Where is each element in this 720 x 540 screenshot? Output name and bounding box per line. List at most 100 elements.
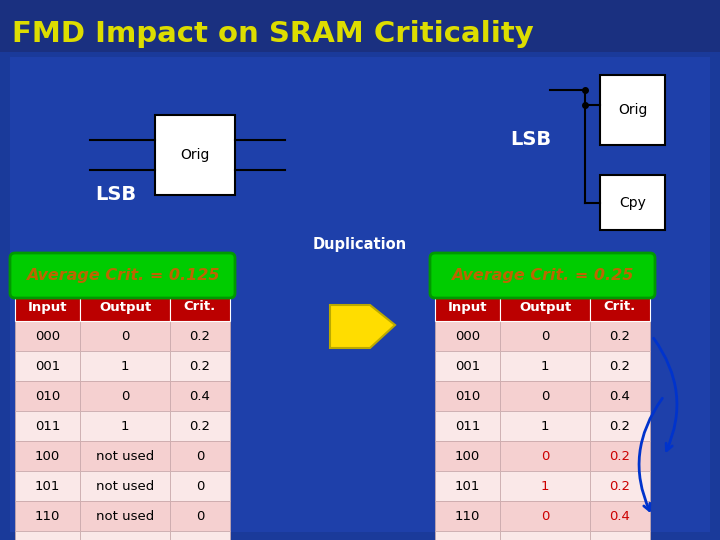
Bar xyxy=(500,411,590,441)
Bar xyxy=(500,471,590,501)
Text: 0: 0 xyxy=(196,510,204,523)
Text: FMD Impact on SRAM Criticality: FMD Impact on SRAM Criticality xyxy=(12,20,534,48)
FancyBboxPatch shape xyxy=(155,115,235,195)
Text: 101: 101 xyxy=(455,480,480,492)
Bar xyxy=(80,531,170,540)
FancyBboxPatch shape xyxy=(10,57,710,532)
Bar xyxy=(80,381,170,411)
Text: 000: 000 xyxy=(35,329,60,342)
Bar xyxy=(15,471,80,501)
Text: 0.2: 0.2 xyxy=(610,420,631,433)
Text: 0.2: 0.2 xyxy=(189,329,210,342)
Bar xyxy=(170,381,230,411)
Text: 0.2: 0.2 xyxy=(610,360,631,373)
Bar xyxy=(170,351,230,381)
Text: Input: Input xyxy=(448,300,487,314)
Text: 0: 0 xyxy=(121,389,129,402)
Bar xyxy=(500,501,590,531)
Bar xyxy=(170,471,230,501)
Text: 110: 110 xyxy=(455,510,480,523)
Bar xyxy=(435,531,500,540)
Bar xyxy=(15,321,80,351)
Text: 0: 0 xyxy=(121,329,129,342)
Text: 0.2: 0.2 xyxy=(610,449,631,462)
Text: 100: 100 xyxy=(35,449,60,462)
Text: 010: 010 xyxy=(35,389,60,402)
FancyArrowPatch shape xyxy=(654,338,677,451)
Text: not used: not used xyxy=(96,480,154,492)
Bar xyxy=(80,501,170,531)
Bar xyxy=(170,293,230,321)
Bar xyxy=(15,293,80,321)
Text: 0: 0 xyxy=(541,389,549,402)
FancyBboxPatch shape xyxy=(10,253,235,298)
Text: 001: 001 xyxy=(35,360,60,373)
Text: 1: 1 xyxy=(541,480,549,492)
Bar xyxy=(170,411,230,441)
Text: Average Crit. = 0.125: Average Crit. = 0.125 xyxy=(26,268,220,283)
Bar xyxy=(500,321,590,351)
Bar xyxy=(435,321,500,351)
Bar xyxy=(435,501,500,531)
Bar xyxy=(500,531,590,540)
Text: Input: Input xyxy=(28,300,67,314)
Bar xyxy=(500,293,590,321)
Bar xyxy=(15,351,80,381)
Text: 0: 0 xyxy=(541,510,549,523)
Text: 0: 0 xyxy=(541,449,549,462)
Text: 0: 0 xyxy=(196,449,204,462)
Text: Average Crit. = 0.25: Average Crit. = 0.25 xyxy=(451,268,634,283)
Text: Output: Output xyxy=(519,300,571,314)
Bar xyxy=(590,351,650,381)
Bar xyxy=(80,321,170,351)
Text: 1: 1 xyxy=(121,420,130,433)
Bar xyxy=(170,531,230,540)
Bar xyxy=(500,381,590,411)
Bar xyxy=(15,411,80,441)
Text: 0.4: 0.4 xyxy=(189,389,210,402)
FancyArrowPatch shape xyxy=(639,398,662,511)
Text: 000: 000 xyxy=(455,329,480,342)
Bar xyxy=(590,441,650,471)
Text: 010: 010 xyxy=(455,389,480,402)
Text: Crit.: Crit. xyxy=(184,300,216,314)
Text: Orig: Orig xyxy=(618,103,647,117)
FancyBboxPatch shape xyxy=(0,0,720,52)
Text: LSB: LSB xyxy=(95,185,136,204)
Bar xyxy=(500,441,590,471)
Bar xyxy=(170,501,230,531)
Bar xyxy=(170,321,230,351)
Bar xyxy=(80,441,170,471)
Bar xyxy=(590,381,650,411)
Bar xyxy=(15,501,80,531)
Text: 0.4: 0.4 xyxy=(610,389,631,402)
Text: 0.2: 0.2 xyxy=(189,360,210,373)
Bar xyxy=(80,293,170,321)
Text: 0: 0 xyxy=(196,480,204,492)
Text: 100: 100 xyxy=(455,449,480,462)
Text: 1: 1 xyxy=(121,360,130,373)
Bar xyxy=(80,351,170,381)
Text: 011: 011 xyxy=(35,420,60,433)
Bar xyxy=(170,441,230,471)
Text: 0: 0 xyxy=(541,329,549,342)
Text: 0.2: 0.2 xyxy=(189,420,210,433)
Text: 011: 011 xyxy=(455,420,480,433)
FancyBboxPatch shape xyxy=(430,253,655,298)
Bar xyxy=(435,351,500,381)
FancyBboxPatch shape xyxy=(600,75,665,145)
Text: 001: 001 xyxy=(455,360,480,373)
Polygon shape xyxy=(330,305,395,348)
Bar xyxy=(80,411,170,441)
Bar xyxy=(435,381,500,411)
Bar xyxy=(435,441,500,471)
Bar xyxy=(435,293,500,321)
Bar xyxy=(15,441,80,471)
Bar xyxy=(435,411,500,441)
Bar xyxy=(590,531,650,540)
Bar xyxy=(15,381,80,411)
Bar xyxy=(590,501,650,531)
Text: not used: not used xyxy=(96,510,154,523)
FancyBboxPatch shape xyxy=(600,175,665,230)
Text: not used: not used xyxy=(96,449,154,462)
